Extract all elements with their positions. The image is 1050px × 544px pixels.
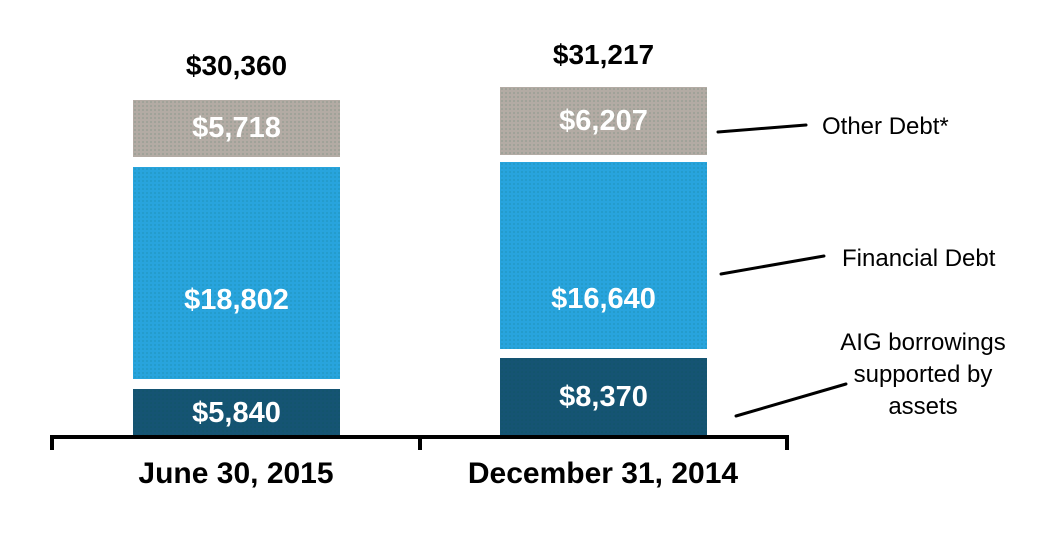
segment-aig-borrowings: $5,840 [133, 389, 340, 437]
segment-aig-borrowings: $8,370 [500, 358, 707, 437]
segment-value-label: $16,640 [551, 283, 656, 315]
segment-other-debt: $5,718 [133, 100, 340, 157]
legend-label-aig-borrowings: AIG borrowings supported by assets [823, 327, 1023, 423]
x-axis-label-june-30-2015: June 30, 2015 [138, 457, 334, 490]
bar-december-31-2014: $31,217 $6,207 $16,640 $8,370 [500, 0, 707, 544]
leader-line-other-debt [716, 123, 808, 134]
segment-value-label: $5,840 [192, 396, 281, 429]
legend-aig-line-2: supported by [853, 361, 993, 388]
segment-financial-debt: $18,802 [133, 167, 340, 379]
bar-june-30-2015: $30,360 $5,718 $18,802 $5,840 [133, 0, 340, 544]
leader-line-financial-debt [719, 254, 826, 276]
legend-label-other-debt: Other Debt* [822, 113, 949, 140]
bar-total-label: $30,360 [185, 50, 288, 81]
x-axis-label-december-31-2014: December 31, 2014 [467, 457, 739, 490]
segment-value-label: $6,207 [559, 104, 648, 137]
segment-value-label: $8,370 [559, 381, 648, 413]
segment-financial-debt: $16,640 [500, 162, 707, 349]
legend-label-financial-debt: Financial Debt [842, 245, 996, 272]
segment-value-label: $18,802 [184, 283, 289, 316]
segment-value-label: $5,718 [192, 112, 281, 144]
legend-aig-line-3: assets [888, 393, 958, 420]
segment-other-debt: $6,207 [500, 87, 707, 155]
legend-aig-line-1: AIG borrowings [840, 329, 1006, 356]
bar-total-label: $31,217 [552, 39, 655, 70]
